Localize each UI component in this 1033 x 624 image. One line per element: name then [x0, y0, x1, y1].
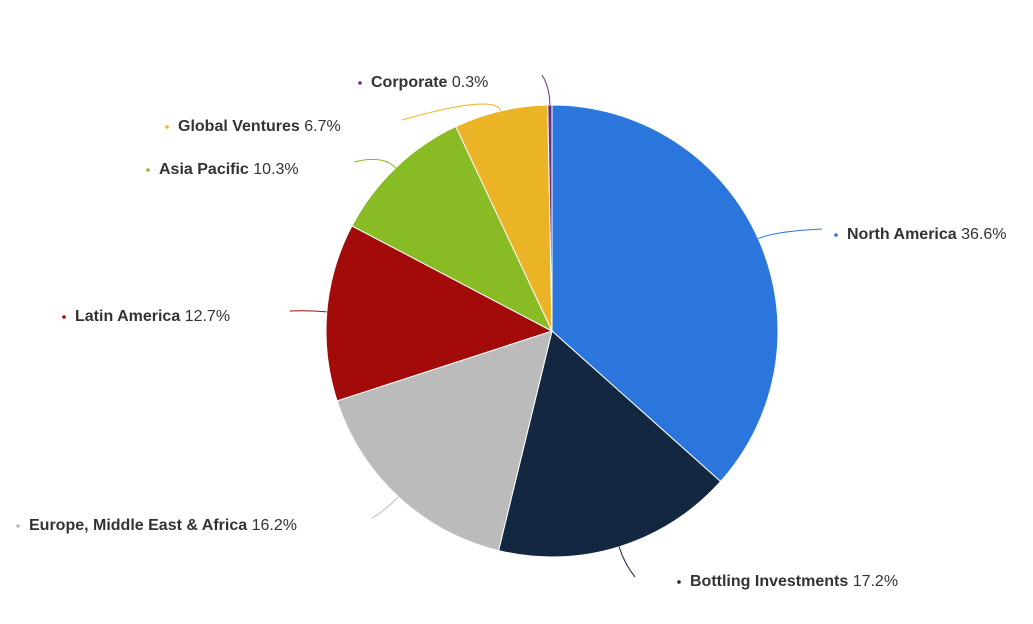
data-label: Bottling Investments 17.2% — [690, 573, 898, 590]
legend-dot — [358, 81, 362, 85]
leader-line — [401, 103, 502, 121]
data-label: Asia Pacific 10.3% — [159, 161, 299, 178]
legend-dot — [165, 125, 169, 129]
leader-line — [371, 496, 399, 519]
category-name: Bottling Investments — [690, 573, 848, 590]
pie-slice — [336, 330, 553, 552]
value-label: 36.6% — [961, 226, 1006, 243]
data-label: Global Ventures 6.7% — [178, 118, 341, 135]
category-name: North America — [847, 226, 957, 243]
legend-dot — [62, 315, 66, 319]
value-label: 12.7% — [185, 308, 230, 325]
data-label: Latin America 12.7% — [75, 308, 230, 325]
pie-slice — [351, 125, 554, 333]
category-name: Latin America — [75, 308, 180, 325]
category-name: Europe, Middle East & Africa — [29, 517, 247, 534]
leader-line — [541, 74, 551, 106]
category-name: Global Ventures — [178, 118, 300, 135]
data-label: Corporate 0.3% — [371, 74, 488, 91]
leader-line — [289, 310, 327, 313]
leader-line — [618, 546, 636, 578]
data-label: Europe, Middle East & Africa 16.2% — [29, 517, 297, 534]
value-label: 6.7% — [304, 118, 340, 135]
pie-slice — [325, 225, 554, 402]
leader-line — [758, 228, 823, 240]
legend-dot — [146, 168, 150, 172]
category-name: Asia Pacific — [159, 161, 249, 178]
legend-dot — [677, 580, 681, 584]
leader-line — [353, 158, 397, 169]
value-label: 10.3% — [253, 161, 298, 178]
legend-dot — [834, 233, 838, 237]
category-name: Corporate — [371, 74, 448, 91]
value-label: 17.2% — [853, 573, 898, 590]
data-label: North America 36.6% — [847, 226, 1006, 243]
value-label: 0.3% — [452, 74, 488, 91]
legend-dot — [16, 524, 20, 528]
value-label: 16.2% — [252, 517, 297, 534]
